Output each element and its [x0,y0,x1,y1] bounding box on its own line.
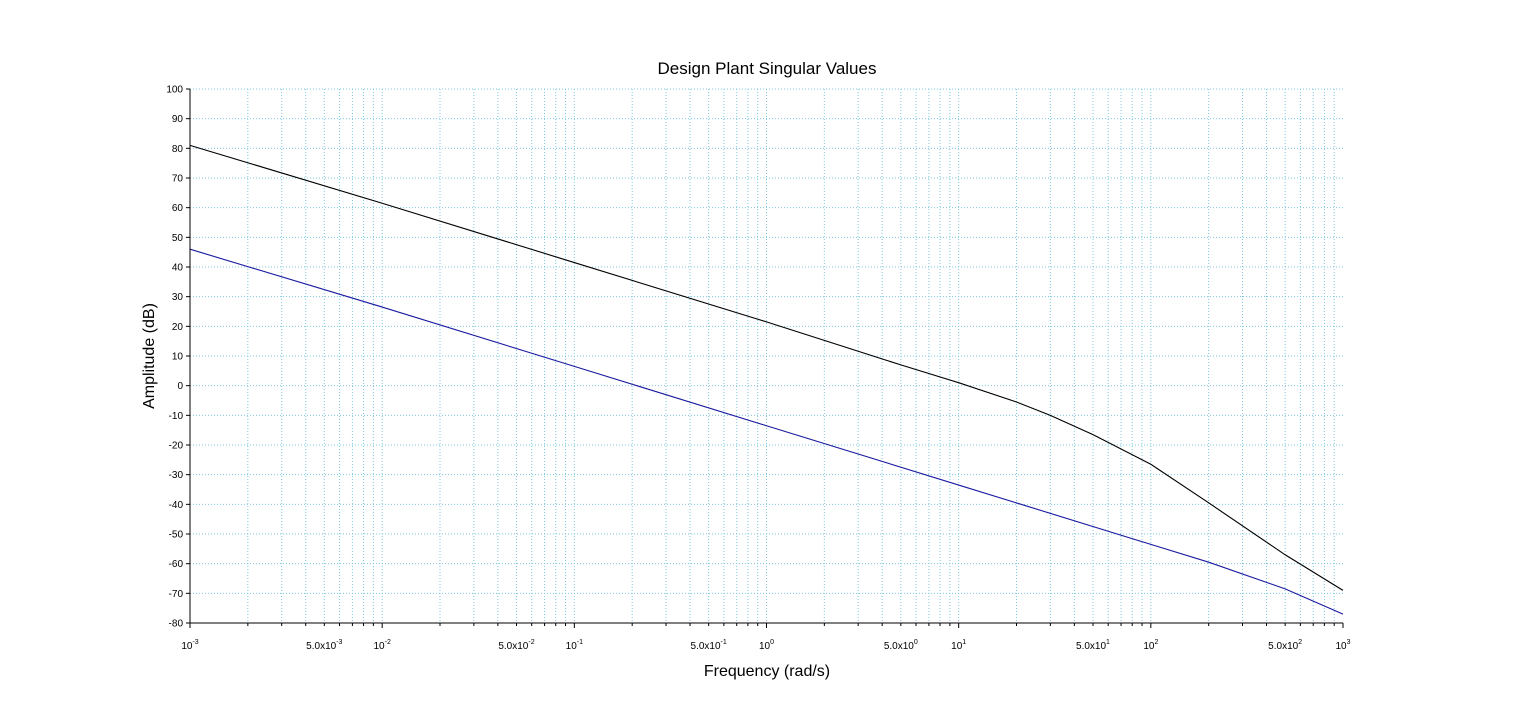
x-tick-exponent: 2 [1298,639,1302,646]
y-tick-label: -10 [169,411,184,422]
axes [186,88,1344,628]
x-tick-exponent: -3 [336,639,342,646]
x-tick-label: 5.0x10-3 [306,639,342,652]
series-layer [189,144,1344,615]
x-tick-exponent: 0 [770,639,774,646]
y-tick-label: 70 [172,174,184,185]
series-line-1 [189,144,1344,591]
x-tick-label: 5.0x10-1 [691,639,727,652]
x-tick-label: 5.0x102 [1268,639,1302,652]
x-tick-exponent: 3 [1347,639,1351,646]
x-axis-label: Frequency (rad/s) [704,663,830,680]
y-tick-label: 100 [166,85,183,96]
y-tick-label: -70 [169,589,184,600]
x-tick-exponent: -1 [577,639,583,646]
chart-title: Design Plant Singular Values [658,59,877,78]
y-tick-label: -40 [169,500,184,511]
x-tick-exponent: 1 [1106,639,1110,646]
x-tick-exponent: 1 [962,639,966,646]
x-tick-label: 5.0x10-2 [498,639,534,652]
x-tick-exponent: -1 [721,639,727,646]
x-tick-label: 5.0x101 [1076,639,1110,652]
y-tick-label: 60 [172,203,184,214]
y-tick-label: 20 [172,322,184,333]
y-tick-label: -20 [169,441,184,452]
x-tick-exponent: 0 [914,639,918,646]
x-tick-label: 5.0x100 [884,639,918,652]
y-tick-label: -30 [169,470,184,481]
series-line-2 [189,248,1344,615]
x-tick-exponent: -2 [528,639,534,646]
x-tick-exponent: -2 [385,639,391,646]
y-tick-label: -80 [169,619,184,630]
x-tick-exponent: -3 [192,639,198,646]
y-tick-label: -60 [169,559,184,570]
y-tick-label: 90 [172,114,184,125]
x-tick-exponent: 2 [1154,639,1158,646]
y-tick-label: 80 [172,144,184,155]
y-tick-label: 10 [172,352,184,363]
y-tick-label: 30 [172,292,184,303]
y-tick-label: 0 [177,381,183,392]
y-tick-label: 40 [172,263,184,274]
y-axis-label: Amplitude (dB) [141,303,158,409]
y-tick-label: 50 [172,233,184,244]
y-tick-label: -50 [169,530,184,541]
grid [189,88,1343,624]
